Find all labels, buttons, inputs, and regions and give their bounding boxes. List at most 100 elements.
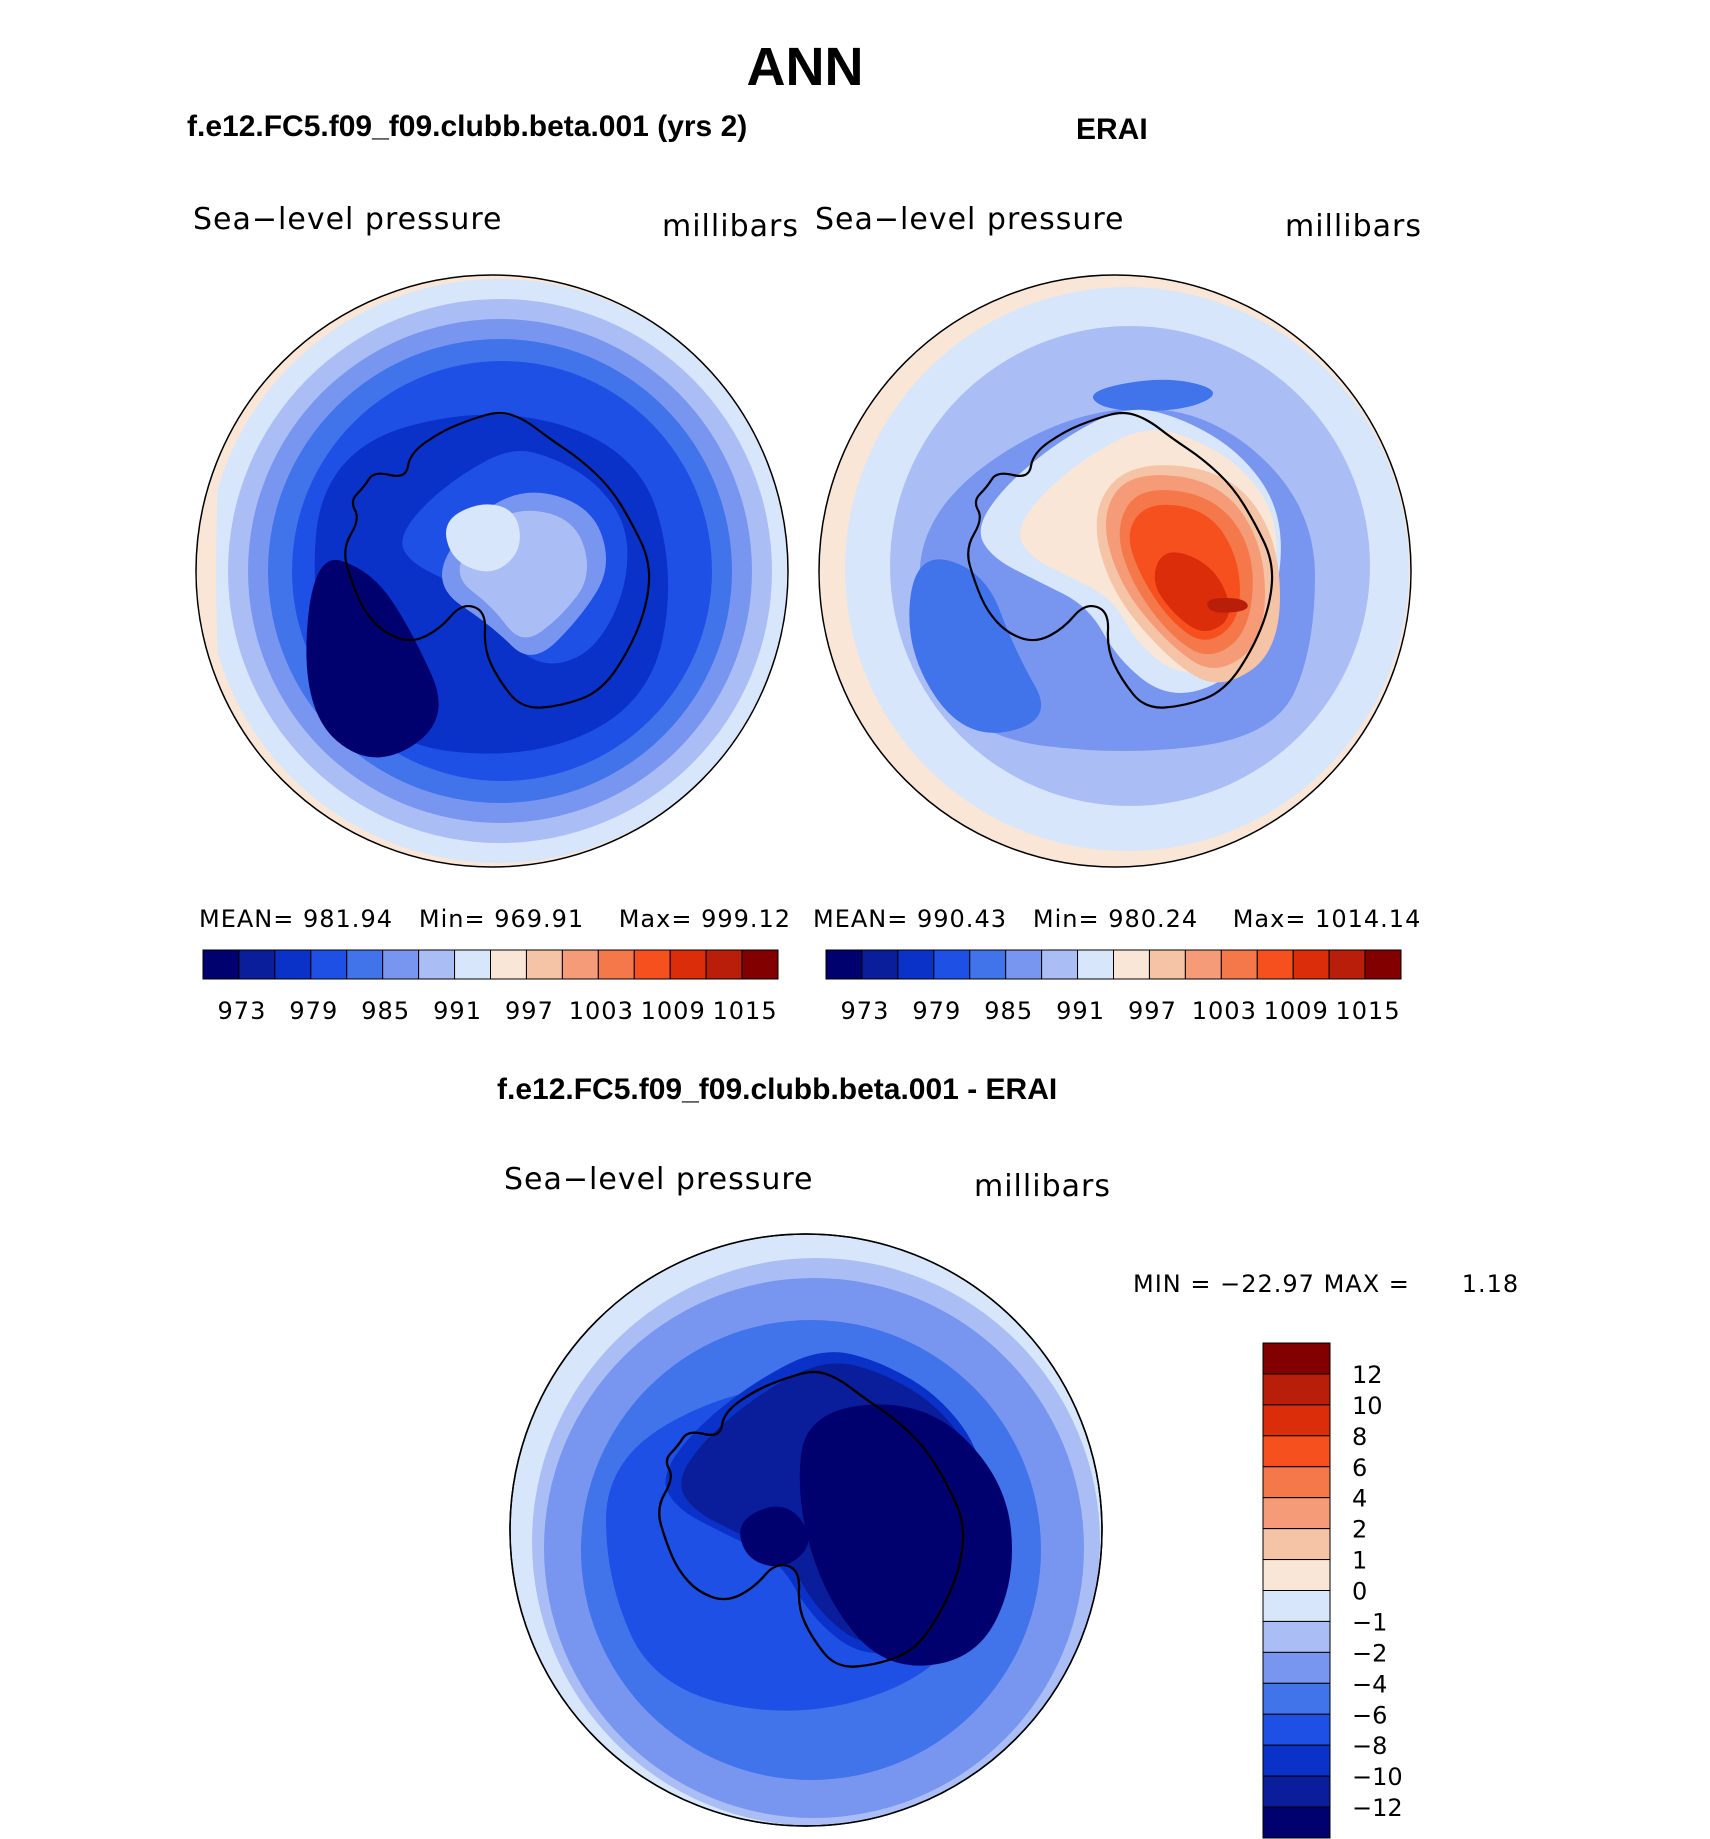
panel2-mean-value: 990.43 (917, 905, 1007, 933)
map2-contour-band-6 (909, 559, 1042, 733)
colorbar-1-box-15 (705, 949, 743, 980)
colorbar-2-tick-6: 1003 (1192, 997, 1257, 1025)
colorbar-2-box-9 (1113, 949, 1150, 980)
colorbar-2-box-2 (861, 949, 899, 980)
panel1-max-label: Max= (618, 905, 693, 933)
panel3-min-label: MIN = (1133, 1270, 1212, 1298)
panel2-stats: MEAN= 990.43 Min= 980.24 Max= 1014.14 (813, 905, 1421, 933)
colorbar-2: 973 979 985 991 997 1003 1009 1015 (825, 949, 1402, 1025)
colorbar-1-box-6 (382, 949, 420, 980)
panel2-max-label: Max= (1232, 905, 1307, 933)
colorbar-3-tick-12: −6 (1352, 1701, 1387, 1729)
colorbar-3-box-5 (1262, 1466, 1331, 1499)
colorbar-1-box-2 (238, 949, 276, 980)
colorbar-2-box-16 (1364, 949, 1402, 980)
panel1-units: millibars (662, 209, 799, 244)
colorbar-1-tick-3: 985 (361, 997, 410, 1025)
colorbar-2-tick-7: 1009 (1264, 997, 1329, 1025)
colorbar-1-tick-4: 991 (433, 997, 482, 1025)
polar-map-1 (195, 274, 789, 868)
colorbar-1-box-13 (633, 949, 671, 980)
map3-contour-band-9 (740, 1506, 809, 1567)
colorbar-3-box-3 (1262, 1404, 1331, 1437)
map-border-2 (818, 274, 1412, 868)
colorbar-2-box-15 (1328, 949, 1366, 980)
colorbar-1-box-1 (202, 949, 240, 980)
colorbar-1-box-4 (310, 949, 348, 980)
colorbar-2-box-12 (1220, 949, 1258, 980)
panel2-title: ERAI (1076, 113, 1148, 146)
panel1-max-value: 999.12 (701, 905, 792, 933)
map1-contour-band-8 (306, 559, 439, 758)
colorbar-2-box-14 (1292, 949, 1330, 980)
colorbar-3-box-9 (1262, 1590, 1331, 1622)
colorbar-3-tick-14: −10 (1352, 1763, 1403, 1791)
colorbar-3-tick-13: −8 (1352, 1732, 1387, 1760)
colorbar-2-box-1 (825, 949, 863, 980)
colorbar-2-tick-1: 973 (841, 997, 890, 1025)
colorbar-2-tick-2: 979 (912, 997, 961, 1025)
panel3-title: f.e12.FC5.f09_f09.clubb.beta.001 - ERAI (497, 1073, 1058, 1106)
antarctica-coastline-2 (967, 411, 1274, 709)
colorbar-1: 973 979 985 991 997 1003 1009 1015 (202, 949, 779, 1025)
colorbar-3-tick-11: −4 (1352, 1670, 1387, 1698)
colorbar-2-tick-3: 985 (984, 997, 1033, 1025)
colorbar-2-box-10 (1148, 949, 1186, 980)
panel1-min-label: Min= (418, 905, 486, 933)
panel3-stats: MIN = −22.97 MAX = 1.18 (1133, 1270, 1519, 1298)
colorbar-2-box-3 (897, 949, 935, 980)
colorbar-3-box-10 (1262, 1620, 1331, 1653)
colorbar-1-box-9 (490, 949, 527, 980)
colorbar-1-box-14 (669, 949, 707, 980)
colorbar-1-box-12 (597, 949, 635, 980)
colorbar-2-box-4 (933, 949, 971, 980)
colorbar-2-tick-8: 1015 (1336, 997, 1401, 1025)
colorbar-3-box-7 (1262, 1528, 1331, 1561)
colorbar-1-tick-2: 979 (289, 997, 338, 1025)
polar-map-3 (509, 1233, 1103, 1827)
colorbar-3-box-15 (1262, 1775, 1331, 1808)
panel2-min-label: Min= (1032, 905, 1100, 933)
colorbar-3-tick-4: 6 (1352, 1454, 1367, 1482)
colorbar-3-box-12 (1262, 1682, 1331, 1715)
map2-contour-band-13 (1154, 552, 1229, 631)
colorbar-2-box-6 (1005, 949, 1043, 980)
colorbar-3-tick-15: −12 (1352, 1794, 1403, 1822)
colorbar-1-box-7 (418, 949, 456, 980)
panel2-min-value: 980.24 (1108, 905, 1199, 933)
colorbar-3-box-11 (1262, 1651, 1331, 1684)
map1-contour-band-13 (446, 504, 520, 572)
colorbar-3-box-8 (1262, 1559, 1331, 1591)
colorbar-2-box-11 (1184, 949, 1222, 980)
colorbar-3-tick-9: −1 (1352, 1608, 1387, 1636)
panel1-stats: MEAN= 981.94 Min= 969.91 Max= 999.12 (199, 905, 791, 933)
colorbar-3-tick-5: 4 (1352, 1485, 1367, 1513)
panel1-variable: Sea−level pressure (193, 202, 503, 237)
colorbar-3-box-2 (1262, 1373, 1331, 1406)
map-border-3-top (509, 1233, 1103, 1827)
colorbar-1-box-16 (741, 949, 779, 980)
main-title: ANN (746, 37, 864, 97)
colorbar-3-tick-10: −2 (1352, 1639, 1387, 1667)
map-border-1 (195, 274, 789, 868)
colorbar-1-tick-1: 973 (218, 997, 267, 1025)
colorbar-1-tick-8: 1015 (713, 997, 778, 1025)
colorbar-3-tick-8: 0 (1352, 1578, 1367, 1606)
panel3-max-value: 1.18 (1461, 1270, 1520, 1298)
colorbar-1-tick-7: 1009 (641, 997, 706, 1025)
panel2-units: millibars (1285, 209, 1422, 244)
panel3-min-value: −22.97 (1220, 1270, 1315, 1298)
colorbar-1-box-8 (454, 949, 491, 980)
map2-contour-band-14 (1207, 598, 1248, 613)
panel1-title: f.e12.FC5.f09_f09.clubb.beta.001 (yrs 2) (187, 110, 748, 143)
colorbar-1-tick-5: 997 (505, 997, 554, 1025)
antarctica-coastline-3-top (658, 1370, 965, 1668)
panel2-max-value: 1014.14 (1315, 905, 1422, 933)
antarctica-coastline-1 (344, 411, 651, 709)
colorbar-1-box-11 (561, 949, 599, 980)
colorbar-1-tick-6: 1003 (569, 997, 634, 1025)
colorbar-2-box-5 (969, 949, 1007, 980)
map3-contour-band-8 (799, 1404, 1012, 1666)
